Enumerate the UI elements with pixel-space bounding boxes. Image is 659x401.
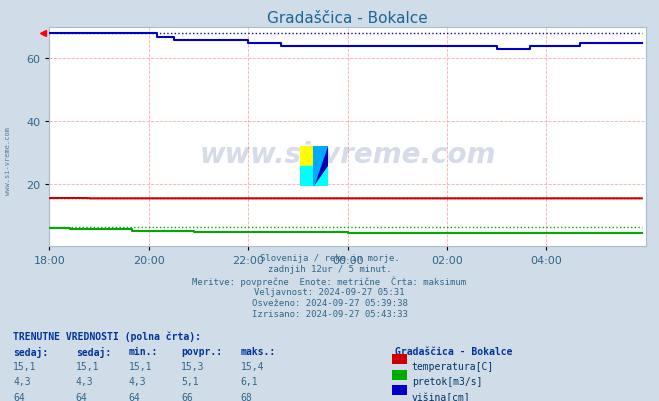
Polygon shape xyxy=(314,146,328,186)
Text: 15,1: 15,1 xyxy=(13,361,37,371)
Polygon shape xyxy=(314,166,328,186)
Text: Veljavnost: 2024-09-27 05:31: Veljavnost: 2024-09-27 05:31 xyxy=(254,287,405,296)
Bar xyxy=(314,146,328,186)
Text: 15,4: 15,4 xyxy=(241,361,264,371)
Text: Gradaščica - Bokalce: Gradaščica - Bokalce xyxy=(395,346,513,356)
Text: TRENUTNE VREDNOSTI (polna črta):: TRENUTNE VREDNOSTI (polna črta): xyxy=(13,331,201,341)
Text: 15,3: 15,3 xyxy=(181,361,205,371)
Text: zadnjih 12ur / 5 minut.: zadnjih 12ur / 5 minut. xyxy=(268,265,391,273)
Text: 4,3: 4,3 xyxy=(13,377,31,387)
Text: višina[cm]: višina[cm] xyxy=(412,392,471,401)
Text: Izrisano: 2024-09-27 05:43:33: Izrisano: 2024-09-27 05:43:33 xyxy=(252,310,407,318)
Text: www.si-vreme.com: www.si-vreme.com xyxy=(5,126,11,194)
Text: temperatura[C]: temperatura[C] xyxy=(412,361,494,371)
Text: Meritve: povprečne  Enote: metrične  Črta: maksimum: Meritve: povprečne Enote: metrične Črta:… xyxy=(192,276,467,286)
Text: povpr.:: povpr.: xyxy=(181,346,222,356)
Text: Osveženo: 2024-09-27 05:39:38: Osveženo: 2024-09-27 05:39:38 xyxy=(252,298,407,307)
Text: 15,1: 15,1 xyxy=(76,361,100,371)
Text: 5,1: 5,1 xyxy=(181,377,199,387)
Text: 64: 64 xyxy=(13,392,25,401)
Text: min.:: min.: xyxy=(129,346,158,356)
Text: sedaj:: sedaj: xyxy=(13,346,48,357)
Text: www.si-vreme.com: www.si-vreme.com xyxy=(200,141,496,169)
Text: 64: 64 xyxy=(76,392,88,401)
Text: 68: 68 xyxy=(241,392,252,401)
Text: 4,3: 4,3 xyxy=(76,377,94,387)
Text: sedaj:: sedaj: xyxy=(76,346,111,357)
Text: 64: 64 xyxy=(129,392,140,401)
Title: Gradaščica - Bokalce: Gradaščica - Bokalce xyxy=(268,10,428,26)
Bar xyxy=(300,166,314,186)
Text: maks.:: maks.: xyxy=(241,346,275,356)
Text: pretok[m3/s]: pretok[m3/s] xyxy=(412,377,482,387)
Bar xyxy=(300,146,314,166)
Text: 6,1: 6,1 xyxy=(241,377,258,387)
Text: 66: 66 xyxy=(181,392,193,401)
Text: 4,3: 4,3 xyxy=(129,377,146,387)
Text: 15,1: 15,1 xyxy=(129,361,152,371)
Text: Slovenija / reke in morje.: Slovenija / reke in morje. xyxy=(260,253,399,262)
